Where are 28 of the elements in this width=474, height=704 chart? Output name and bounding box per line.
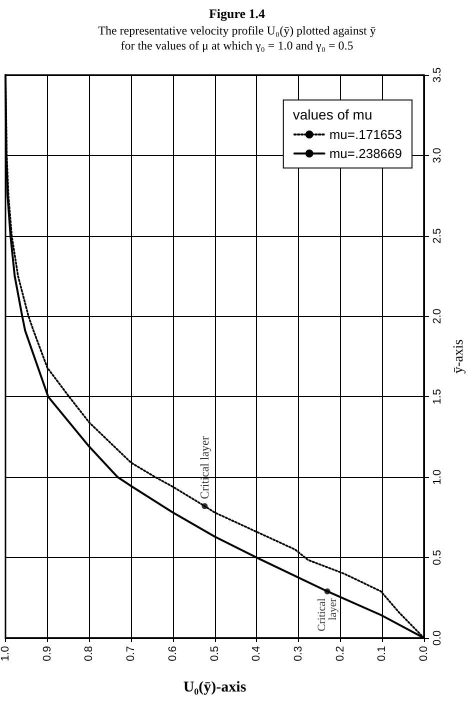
x-tick-label: 1.0	[0, 646, 12, 662]
y-axis-title: ȳ-axis	[452, 339, 466, 374]
annotation: Critical layer	[316, 598, 339, 632]
annotation: Critical layer	[198, 436, 212, 500]
legend-label: mu=.238669	[329, 146, 402, 161]
chart-subtitle: The representative velocity profile U₀(ȳ) plotted against ȳ for the values of μ at which γ₀ = 1.0 and γ₀ = 0.5	[98, 24, 376, 52]
x-tick-label: 0.6	[166, 646, 179, 662]
y-tick-label: 3.0	[432, 148, 444, 164]
y-tick-label: 1.0	[432, 469, 444, 485]
y-tick-label: 0.5	[432, 550, 444, 566]
y-tick-label: 1.5	[432, 389, 444, 404]
x-tick-label: 0.9	[41, 646, 54, 662]
x-tick-label: 0.3	[292, 646, 304, 662]
y-tick-label: 3.5	[432, 67, 444, 83]
x-tick-label: 0.8	[83, 646, 96, 662]
x-tick-label: 0.5	[208, 646, 221, 662]
legend-title: values of mu	[292, 106, 372, 122]
x-tick-label: 0.4	[250, 646, 263, 662]
x-tick-label: 0.7	[125, 646, 138, 662]
legend-label: mu=.171653	[329, 127, 402, 142]
y-tick-label: 2.0	[432, 308, 444, 324]
y-tick-label: 0.0	[432, 630, 444, 646]
x-axis-title: U₀(ȳ)-axis	[183, 680, 246, 696]
chart-title: Figure 1.4	[208, 6, 266, 21]
x-tick-label: 0.1	[376, 646, 388, 662]
x-tick-label: 0.2	[334, 646, 346, 662]
x-tick-label: 0.0	[418, 646, 430, 662]
y-tick-label: 2.5	[432, 228, 444, 244]
